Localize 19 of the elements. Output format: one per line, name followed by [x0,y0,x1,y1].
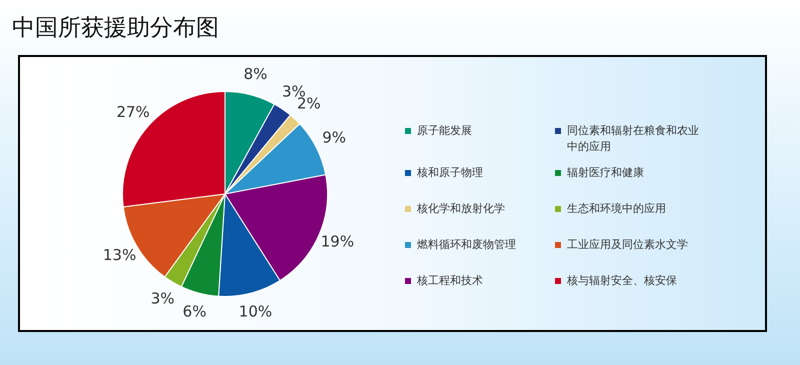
legend-label: 核工程和技术 [417,273,483,289]
data-label: 8% [244,65,268,84]
data-label: 3% [150,289,175,308]
chart-title: 中国所获援助分布图 [12,14,219,43]
data-label: 10% [238,302,272,321]
legend-label: 原子能发展 [417,123,472,139]
legend-label: 核与辐射安全、核安保 [567,273,677,289]
data-label: 9% [322,128,346,146]
legend-label: 核化学和放射化学 [417,201,505,217]
legend-label: 同位素和辐射在粮食和农业中的应用 [567,123,700,155]
legend-label: 核和原子物理 [417,165,483,181]
data-label: 19% [320,232,354,251]
legend-label: 辐射医疗和健康 [567,165,644,181]
legend-label: 生态和环境中的应用 [567,201,666,217]
legend-label: 燃料循环和废物管理 [417,237,516,253]
data-label: 27% [116,102,150,121]
legend-label: 工业应用及同位素水文学 [567,237,688,253]
data-label: 6% [182,302,206,321]
data-label: 13% [102,246,136,264]
